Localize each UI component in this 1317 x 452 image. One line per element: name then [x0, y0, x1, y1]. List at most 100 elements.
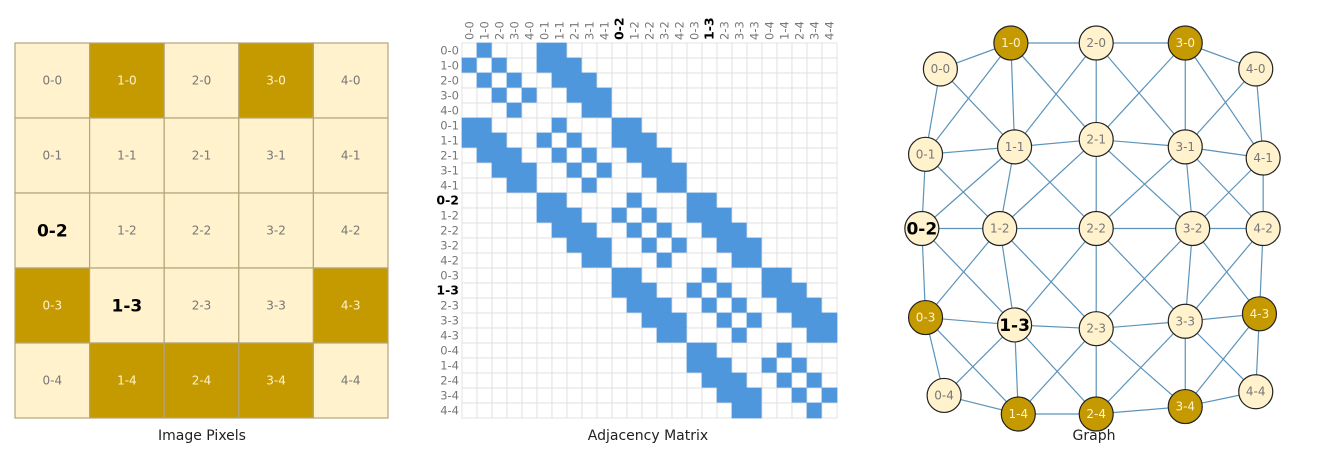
matrix-row-label-2-2: 2-2	[440, 224, 459, 238]
matrix-cell	[701, 192, 718, 209]
matrix-cell	[536, 177, 553, 194]
matrix-cell	[791, 327, 808, 344]
matrix-cell	[761, 252, 778, 269]
matrix-cell	[731, 72, 748, 89]
matrix-cell	[671, 267, 688, 284]
matrix-cell	[731, 387, 748, 404]
matrix-cell	[761, 87, 778, 104]
matrix-cell	[791, 192, 808, 209]
matrix-cell	[566, 102, 583, 119]
matrix-cell	[821, 267, 838, 284]
matrix-cell	[731, 192, 748, 209]
matrix-cell	[791, 87, 808, 104]
matrix-cell	[596, 192, 613, 209]
pixel-label-3-4: 3-4	[266, 374, 286, 388]
matrix-cell	[626, 327, 643, 344]
matrix-cell	[611, 327, 628, 344]
matrix-cell	[671, 312, 688, 329]
matrix-cell	[761, 387, 778, 404]
matrix-cell	[521, 87, 538, 104]
matrix-cell	[776, 57, 793, 74]
matrix-cell	[506, 117, 523, 134]
matrix-cell	[566, 222, 583, 239]
matrix-cell	[626, 57, 643, 74]
matrix-cell	[731, 102, 748, 119]
edge	[925, 228, 1001, 318]
matrix-cell	[581, 222, 598, 239]
matrix-cell	[791, 372, 808, 389]
matrix-cell	[671, 72, 688, 89]
graph-title: Graph	[1072, 428, 1116, 444]
matrix-cell	[746, 147, 763, 164]
matrix-cell	[641, 237, 658, 254]
matrix-cell	[716, 252, 733, 269]
matrix-cell	[581, 357, 598, 374]
matrix-cell	[806, 207, 823, 224]
matrix-cell	[821, 192, 838, 209]
adjacency-matrix: 0-00-01-01-02-02-03-03-04-04-00-10-11-11…	[436, 17, 838, 419]
matrix-cell	[626, 252, 643, 269]
matrix-cell	[536, 117, 553, 134]
matrix-cell	[701, 42, 718, 59]
node-label-4-1: 4-1	[1253, 151, 1273, 165]
matrix-cell	[581, 402, 598, 419]
matrix-cell	[461, 177, 478, 194]
matrix-cell	[746, 357, 763, 374]
matrix-cell	[461, 132, 478, 149]
matrix-cell	[776, 237, 793, 254]
matrix-col-label-3-4: 3-4	[808, 21, 822, 40]
matrix-cell	[746, 57, 763, 74]
matrix-cell	[626, 192, 643, 209]
matrix-cell	[536, 207, 553, 224]
matrix-cell	[506, 192, 523, 209]
matrix-cell	[671, 282, 688, 299]
matrix-cell	[476, 72, 493, 89]
matrix-col-label-4-0: 4-0	[523, 21, 537, 40]
matrix-cell	[611, 357, 628, 374]
matrix-cell	[731, 207, 748, 224]
matrix-cell	[806, 57, 823, 74]
matrix-cell	[536, 327, 553, 344]
matrix-cell	[671, 117, 688, 134]
node-2-3	[1078, 311, 1114, 347]
matrix-cell	[686, 252, 703, 269]
matrix-cell	[581, 132, 598, 149]
matrix-cell	[506, 57, 523, 74]
matrix-cell	[626, 282, 643, 299]
pixel-3-2	[238, 192, 315, 269]
matrix-cell	[746, 102, 763, 119]
node-0-0	[922, 51, 958, 87]
node-label-2-1: 2-1	[1086, 132, 1106, 146]
matrix-cell	[521, 42, 538, 59]
matrix-cell	[656, 87, 673, 104]
matrix-cell	[686, 237, 703, 254]
edge	[1017, 328, 1097, 415]
matrix-cell	[536, 132, 553, 149]
matrix-cell	[506, 357, 523, 374]
matrix-cell	[581, 282, 598, 299]
matrix-cell	[641, 312, 658, 329]
matrix-cell	[761, 57, 778, 74]
matrix-cell	[821, 357, 838, 374]
pixel-label-4-0: 4-0	[341, 74, 361, 88]
matrix-cell	[581, 42, 598, 59]
matrix-row-label-3-3: 3-3	[440, 314, 459, 328]
edge	[999, 228, 1097, 330]
matrix-col-label-3-2: 3-2	[658, 21, 672, 40]
matrix-cell	[671, 102, 688, 119]
matrix-cell	[566, 312, 583, 329]
node-4-1	[1245, 140, 1281, 176]
node-label-2-4: 2-4	[1086, 407, 1106, 421]
matrix-cell	[641, 57, 658, 74]
matrix-cell	[656, 267, 673, 284]
matrix-cell	[506, 102, 523, 119]
matrix-cell	[521, 267, 538, 284]
matrix-cell	[551, 402, 568, 419]
matrix-cell	[656, 282, 673, 299]
matrix-cell	[536, 42, 553, 59]
matrix-cell	[716, 297, 733, 314]
edge	[921, 146, 1015, 229]
matrix-cell	[746, 222, 763, 239]
matrix-cell	[596, 372, 613, 389]
matrix-cell	[806, 357, 823, 374]
